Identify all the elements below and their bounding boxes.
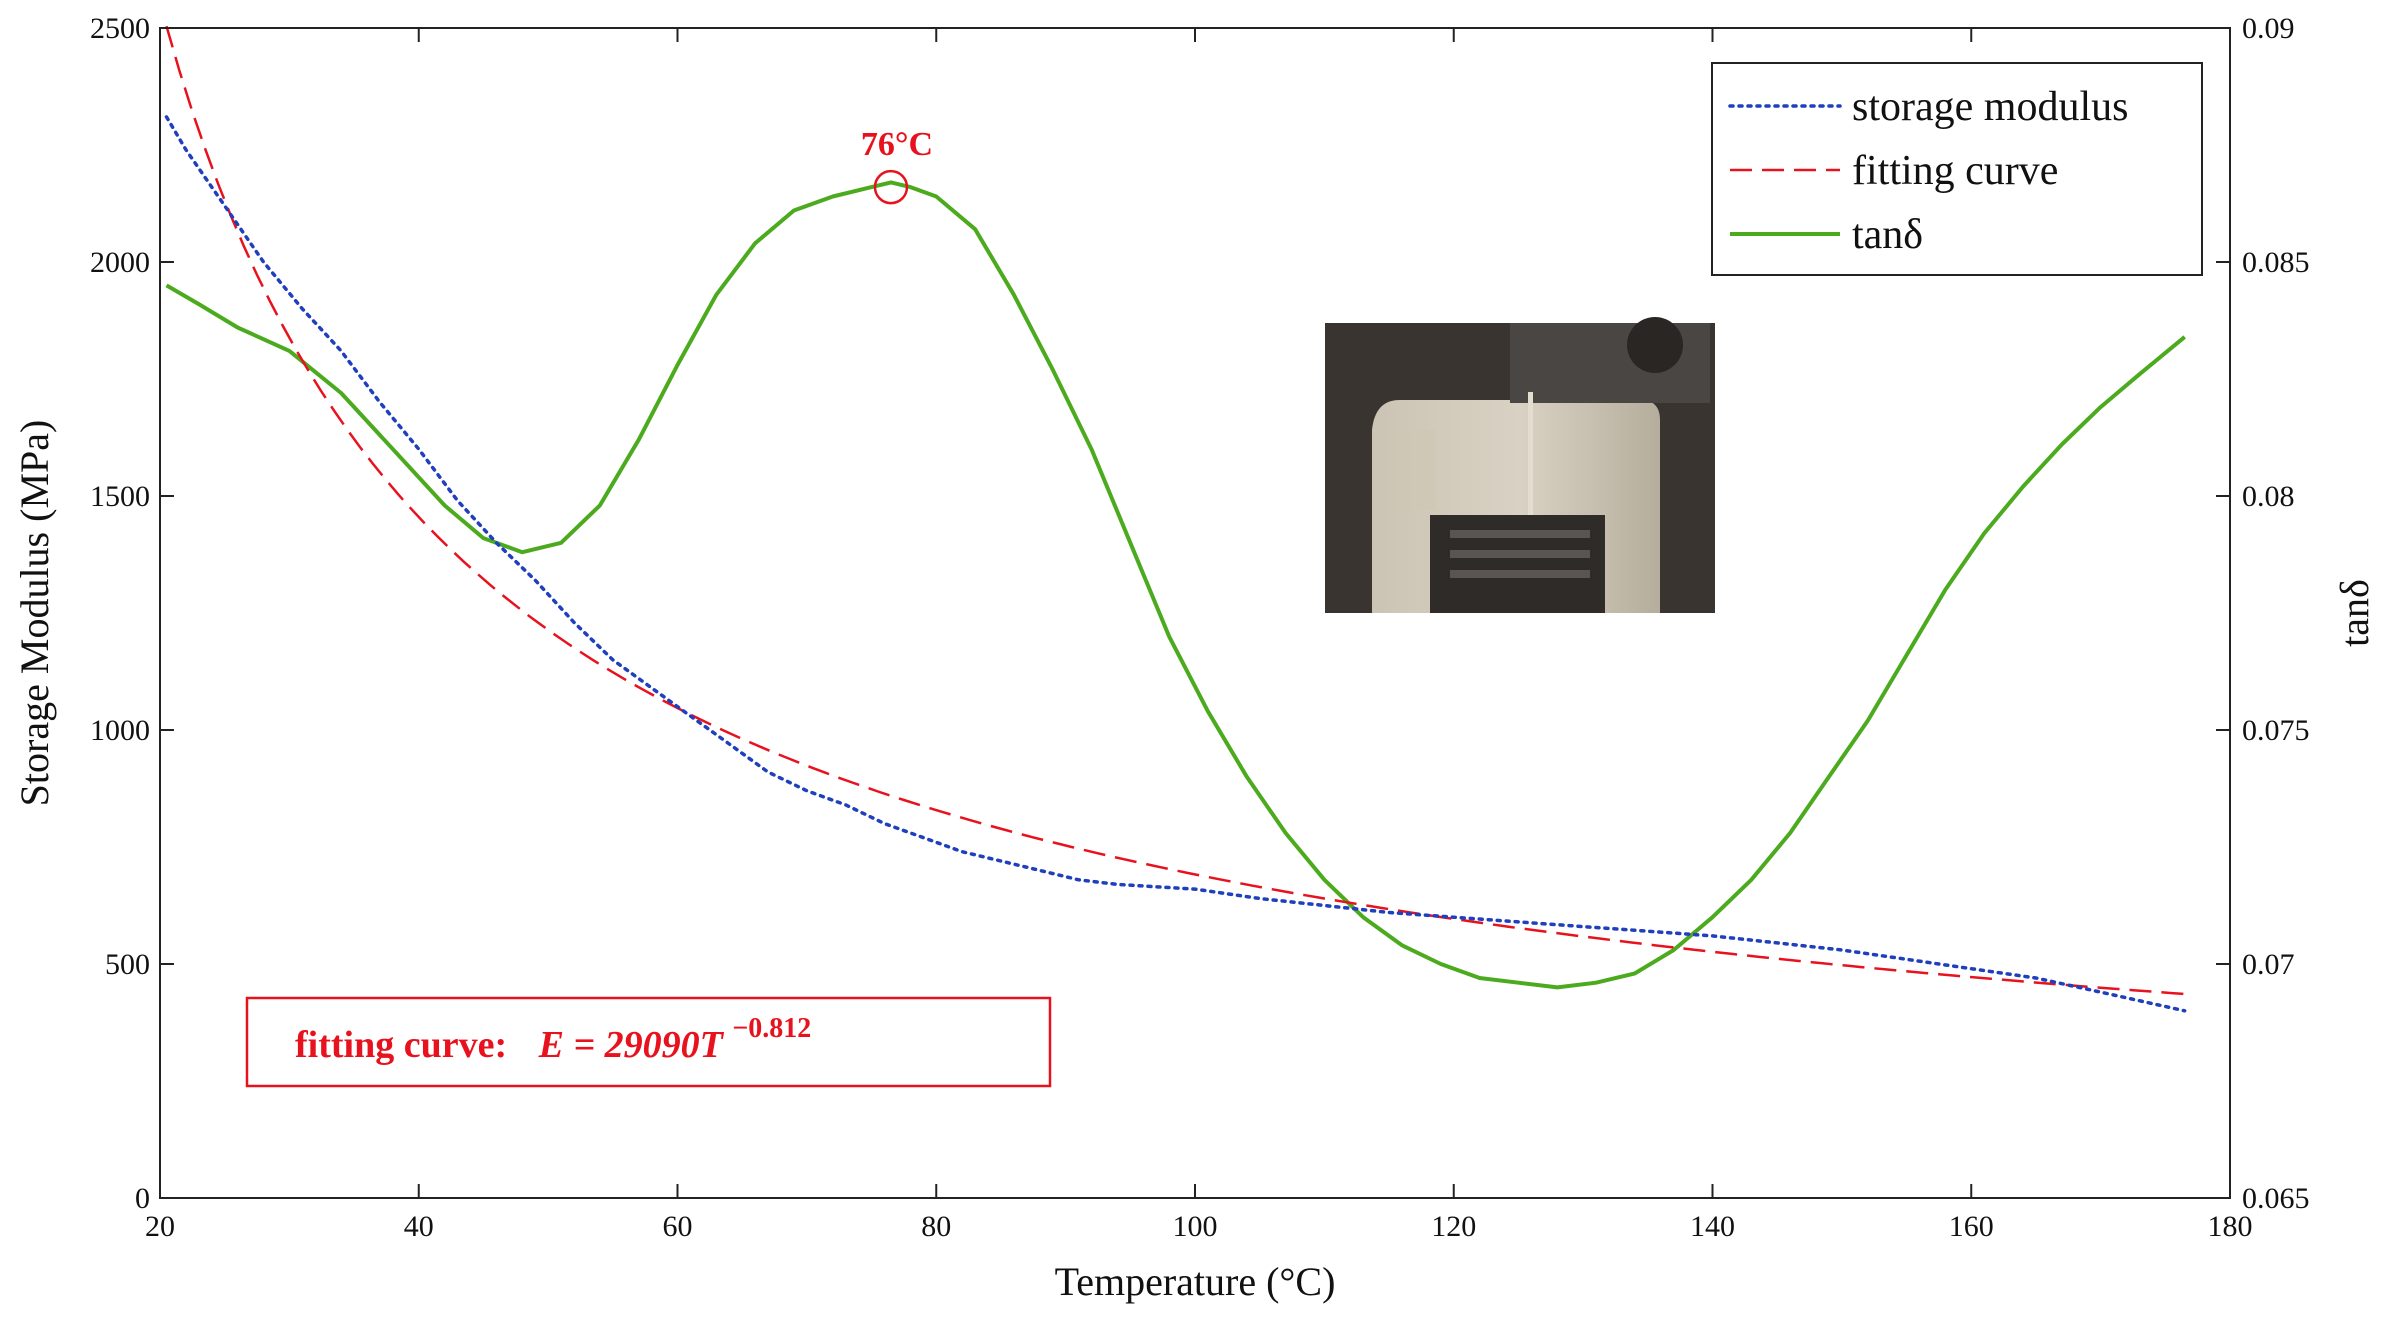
formula-box: fitting curve: E = 29090T −0.812: [245, 996, 1052, 1088]
y-axis-title: Storage Modulus (MPa): [12, 420, 57, 807]
x-tick-label: 120: [1431, 1210, 1476, 1243]
tan-delta-line: [165, 180, 2186, 990]
legend-label-tan-delta: tanδ: [1852, 212, 1923, 258]
formula-equation: E = 29090T: [538, 1024, 725, 1066]
y-tick-label: 1500: [90, 480, 150, 513]
x-tick-label: 140: [1690, 1210, 1735, 1243]
peak-label: 76°C: [861, 126, 933, 163]
x-tick-label: 60: [663, 1210, 693, 1243]
y-tick-label: 1000: [90, 714, 150, 747]
x-tick-label: 100: [1173, 1210, 1218, 1243]
y-tick-label: 500: [105, 948, 150, 981]
x-tick-label: 180: [2208, 1210, 2253, 1243]
y2-axis-ticks: 0.065 0.07 0.075 0.08 0.085 0.09: [2216, 12, 2310, 1215]
peak-marker: [873, 169, 909, 205]
y2-axis-title: tanδ: [2332, 579, 2377, 647]
x-axis-ticks: 20 40 60 80 100 120 140 160 180: [145, 28, 2253, 1243]
y2-tick-label: 0.085: [2242, 246, 2310, 279]
formula-exponent: −0.812: [732, 1013, 811, 1044]
y-axis-ticks: 0 500 1000 1500 2000 2500: [90, 12, 174, 1215]
dma-clamp-photo: [1325, 317, 1715, 613]
storage-modulus-line: [164, 115, 2187, 1013]
peak-annotation: 76°C: [861, 126, 933, 205]
formula-label: fitting curve: E = 29090T −0.812: [295, 1013, 811, 1066]
legend-item-storage-modulus: storage modulus: [1728, 84, 2128, 130]
y2-tick-label: 0.08: [2242, 480, 2295, 513]
x-tick-label: 160: [1949, 1210, 1994, 1243]
x-tick-label: 40: [404, 1210, 434, 1243]
x-tick-label: 80: [921, 1210, 951, 1243]
legend-label-storage-modulus: storage modulus: [1852, 84, 2128, 130]
y2-tick-label: 0.07: [2242, 948, 2295, 981]
y2-tick-label: 0.075: [2242, 714, 2310, 747]
y2-tick-label: 0.09: [2242, 12, 2295, 45]
x-axis-title: Temperature (°C): [1055, 1259, 1336, 1304]
y-tick-label: 2500: [90, 12, 150, 45]
fitting-curve-line: [165, 25, 2185, 996]
x-tick-label: 20: [145, 1210, 175, 1243]
legend-item-tan-delta: tanδ: [1730, 212, 1923, 258]
y-tick-label: 0: [135, 1182, 150, 1215]
formula-prefix: fitting curve:: [295, 1024, 507, 1066]
legend-item-fitting-curve: fitting curve: [1730, 148, 2058, 194]
legend-label-fitting-curve: fitting curve: [1852, 148, 2058, 194]
legend: storage modulus fitting curve tanδ: [1711, 62, 2203, 276]
y-tick-label: 2000: [90, 246, 150, 279]
y2-tick-label: 0.065: [2242, 1182, 2310, 1215]
